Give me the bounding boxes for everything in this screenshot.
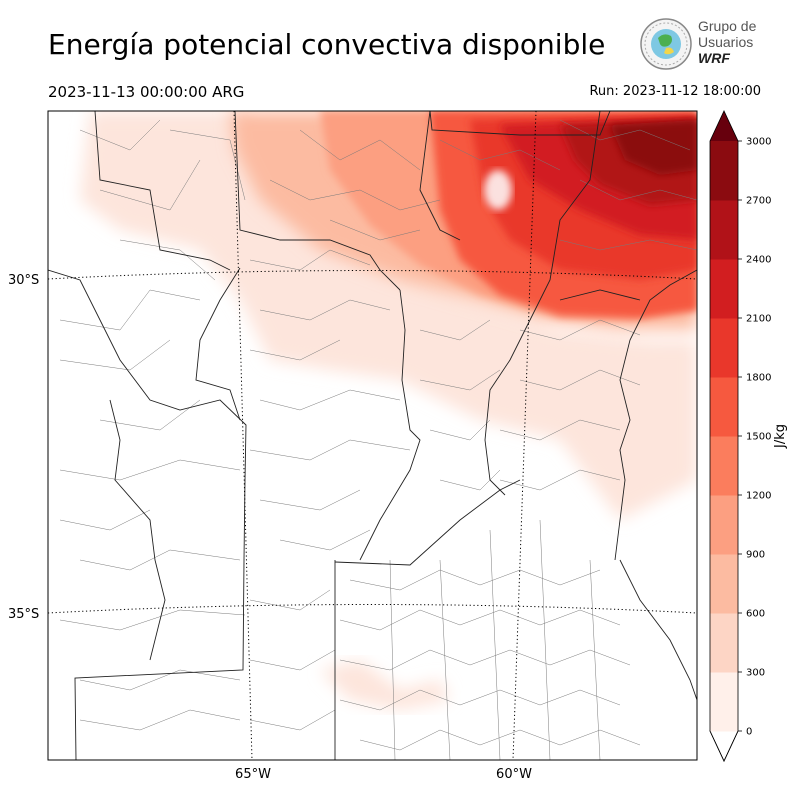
lon-label-65w: 65°W bbox=[235, 767, 271, 782]
colorbar-tick-label: 1800 bbox=[746, 373, 771, 384]
colorbar-tick-label: 2100 bbox=[746, 314, 771, 325]
colorbar-tick-label: 0 bbox=[746, 727, 752, 738]
colorbar-extend-min bbox=[709, 730, 739, 762]
axis-labels: 30°S 35°S 65°W 60°W bbox=[8, 273, 532, 782]
logo-text: Grupo de Usuarios WRF bbox=[698, 18, 756, 66]
colorbar-bin bbox=[710, 436, 738, 496]
parallel-35s bbox=[48, 604, 697, 614]
colorbar-tick-label: 600 bbox=[746, 609, 765, 620]
colorbar-tick-label: 2700 bbox=[746, 196, 771, 207]
colorbar-tick-label: 300 bbox=[746, 668, 765, 679]
logo-globe-icon bbox=[640, 18, 692, 70]
colorbar-bin bbox=[710, 495, 738, 555]
colorbar-bin bbox=[710, 672, 738, 732]
run-time: Run: 2023-11-12 18:00:00 bbox=[589, 84, 761, 99]
cape-field bbox=[80, 111, 697, 710]
province-boundaries bbox=[48, 111, 697, 760]
colorbar-tick-label: 2400 bbox=[746, 255, 771, 266]
logo-line2: Usuarios bbox=[698, 34, 754, 50]
colorbar-bin bbox=[710, 141, 738, 201]
logo-line3: WRF bbox=[698, 50, 730, 66]
colorbar-tick-label: 1200 bbox=[746, 491, 771, 502]
colorbar-bin bbox=[710, 259, 738, 319]
colorbar-bin bbox=[710, 318, 738, 378]
colorbar: 0 300 600 900 1200 1500 1800 2100 2400 2700 3000 bbox=[709, 110, 771, 762]
map-frame bbox=[47, 110, 698, 761]
parallel-30s bbox=[48, 270, 697, 280]
colorbar-tick-label: 3000 bbox=[746, 137, 771, 148]
colorbar-extend-max bbox=[710, 111, 738, 141]
lat-label-30s: 30°S bbox=[8, 273, 39, 288]
colorbar-tick-label: 900 bbox=[746, 550, 765, 561]
colorbar-bin bbox=[710, 200, 738, 260]
lat-label-35s: 35°S bbox=[8, 607, 39, 622]
page-title: Energía potencial convectiva disponible bbox=[48, 28, 606, 61]
lon-label-60w: 60°W bbox=[496, 767, 532, 782]
logo-line1: Grupo de bbox=[698, 18, 757, 34]
graticule bbox=[48, 111, 697, 760]
department-boundaries bbox=[59, 119, 697, 760]
colorbar-bin bbox=[710, 377, 738, 437]
logo: Grupo de Usuarios WRF bbox=[638, 16, 762, 72]
colorbar-unit-label: J/kg bbox=[773, 424, 788, 449]
colorbar-bin bbox=[710, 554, 738, 614]
map-area[interactable] bbox=[48, 111, 697, 760]
colorbar-bin bbox=[710, 613, 738, 673]
colorbar-tick-label: 1500 bbox=[746, 432, 771, 443]
valid-time: 2023-11-13 00:00:00 ARG bbox=[48, 83, 245, 101]
